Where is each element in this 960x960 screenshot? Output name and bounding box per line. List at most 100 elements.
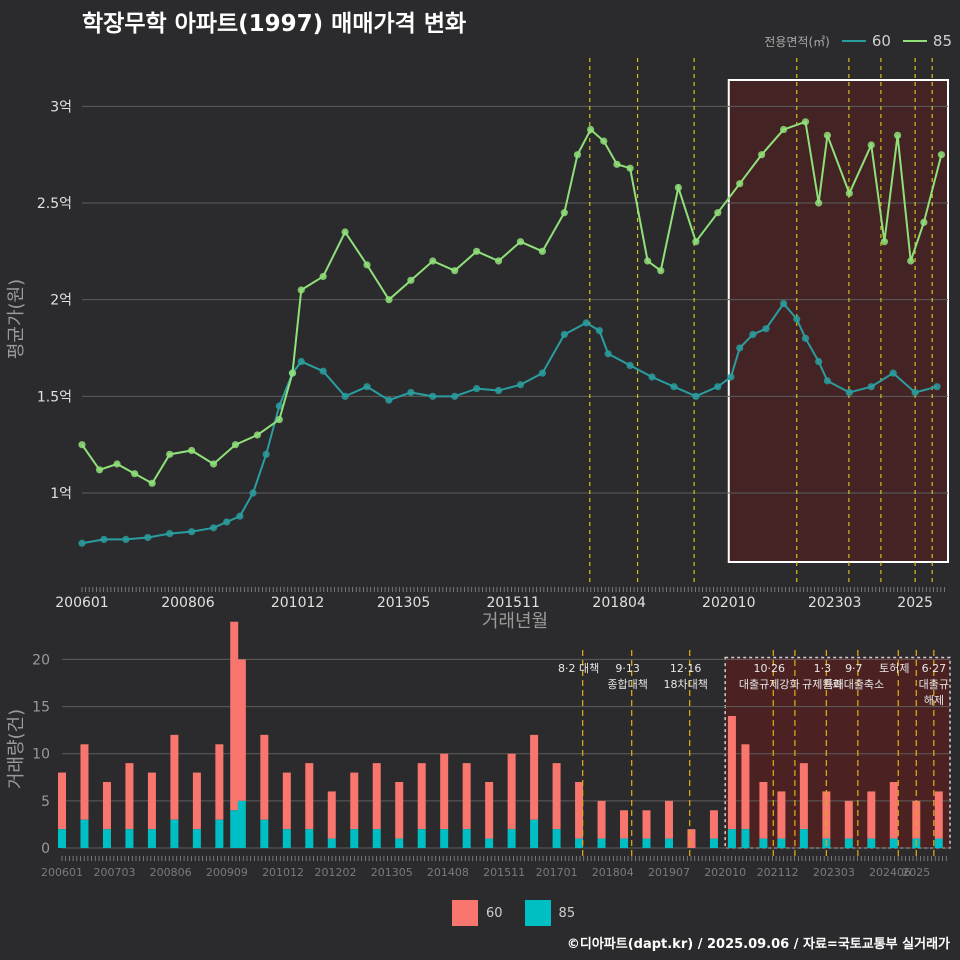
x-tick-label: 200601: [41, 866, 83, 879]
volume-bar-85: [102, 829, 111, 848]
price-point-85: [674, 183, 682, 192]
price-point-85: [867, 141, 875, 149]
x-tick-label: 201012: [262, 866, 304, 879]
x-tick-label: 202010: [702, 595, 755, 611]
price-point-85: [644, 257, 652, 265]
price-point-60: [209, 524, 218, 532]
price-point-60: [736, 344, 744, 352]
price-point-60: [727, 373, 735, 381]
price-point-85: [95, 466, 104, 474]
volume-bar-85: [485, 838, 494, 848]
x-tick-label: 200703: [93, 866, 135, 879]
price-point-60: [236, 512, 244, 520]
price-point-60: [815, 357, 823, 366]
volume-bar-85: [417, 829, 426, 848]
legend-swatch-85: [902, 40, 927, 42]
y-tick-label: 1.5억: [37, 389, 72, 405]
price-point-60: [429, 392, 437, 400]
volume-bar-60: [552, 763, 561, 830]
volume-bar-85: [80, 819, 89, 848]
legend-bottom-label-85: 85: [558, 905, 576, 921]
price-point-85: [297, 286, 305, 294]
chart-title: 학장무학 아파트(1997) 매매가격 변화: [82, 11, 467, 37]
volume-bar-85: [934, 838, 943, 848]
price-point-60: [648, 373, 656, 381]
volume-bar-60: [282, 772, 291, 830]
x-tick-label: 201511: [486, 595, 539, 611]
price-point-85: [815, 199, 823, 207]
price-point-60: [144, 533, 152, 542]
legend-bottom-label-60: 60: [486, 905, 503, 921]
y-axis-title: 거래량(건): [6, 709, 27, 789]
volume-bar-85: [237, 800, 246, 848]
price-point-85: [188, 446, 196, 455]
volume-bar-60: [912, 800, 921, 839]
volume-bar-60: [642, 810, 651, 839]
event-annotation: 1·3: [814, 662, 832, 675]
volume-bar-60: [867, 791, 876, 839]
price-point-85: [880, 238, 889, 246]
price-point-85: [166, 450, 174, 458]
x-tick-label: 201511: [483, 866, 525, 879]
volume-bar-85: [350, 829, 359, 848]
price-point-60: [188, 528, 196, 536]
price-point-85: [319, 272, 327, 281]
volume-bar-60: [395, 782, 404, 839]
event-annotation: 토허제: [879, 662, 909, 675]
volume-bar-85: [215, 819, 224, 848]
volume-bar-60: [440, 753, 449, 830]
volume-bar-85: [192, 829, 201, 848]
price-point-85: [148, 479, 156, 487]
price-point-85: [714, 209, 722, 217]
legend-label-85: 85: [932, 32, 952, 50]
x-tick-label: 202112: [757, 866, 799, 879]
price-point-85: [893, 131, 902, 139]
price-point-85: [937, 151, 946, 159]
price-point-60: [692, 392, 700, 400]
price-point-60: [626, 361, 634, 369]
price-point-85: [113, 460, 121, 468]
volume-bar-85: [530, 819, 539, 848]
event-annotation: 규제완화: [802, 678, 842, 691]
bottom-legend: 60 85: [452, 900, 589, 926]
volume-bar-85: [867, 838, 876, 848]
price-point-85: [209, 460, 218, 468]
legend-box-60: [452, 900, 478, 926]
volume-bar-60: [934, 791, 943, 839]
price-point-85: [823, 131, 832, 139]
volume-bar-85: [709, 838, 718, 848]
volume-bar-85: [889, 838, 898, 848]
volume-bar-85: [844, 838, 853, 848]
price-point-60: [122, 535, 130, 544]
price-point-60: [249, 489, 257, 497]
volume-bar-60: [192, 772, 201, 830]
volume-bar-85: [260, 819, 269, 848]
y-tick-label: 20: [32, 652, 50, 668]
price-point-85: [78, 441, 86, 449]
price-point-60: [494, 386, 503, 395]
x-tick-label: 200806: [161, 595, 215, 611]
price-point-85: [626, 164, 634, 172]
volume-bar-60: [889, 782, 898, 839]
price-point-85: [363, 261, 371, 269]
price-point-85: [845, 189, 853, 197]
volume-bar-60: [664, 800, 673, 839]
price-point-85: [538, 247, 547, 255]
volume-bar-60: [305, 763, 314, 830]
price-point-85: [253, 431, 261, 439]
x-tick-label: 200601: [55, 595, 108, 611]
price-point-60: [933, 383, 941, 391]
volume-bar-60: [327, 791, 336, 839]
volume-bar-85: [58, 829, 66, 848]
x-tick-label: 201012: [271, 595, 324, 611]
y-tick-label: 0: [41, 841, 50, 857]
volume-bar-60: [215, 744, 224, 820]
volume-bar-60: [260, 734, 269, 820]
price-line-85: [81, 120, 943, 485]
legend-box-85: [524, 900, 551, 926]
volume-bar-60: [372, 763, 381, 830]
price-point-85: [473, 247, 481, 255]
price-point-60: [714, 383, 722, 391]
price-point-60: [749, 330, 757, 339]
